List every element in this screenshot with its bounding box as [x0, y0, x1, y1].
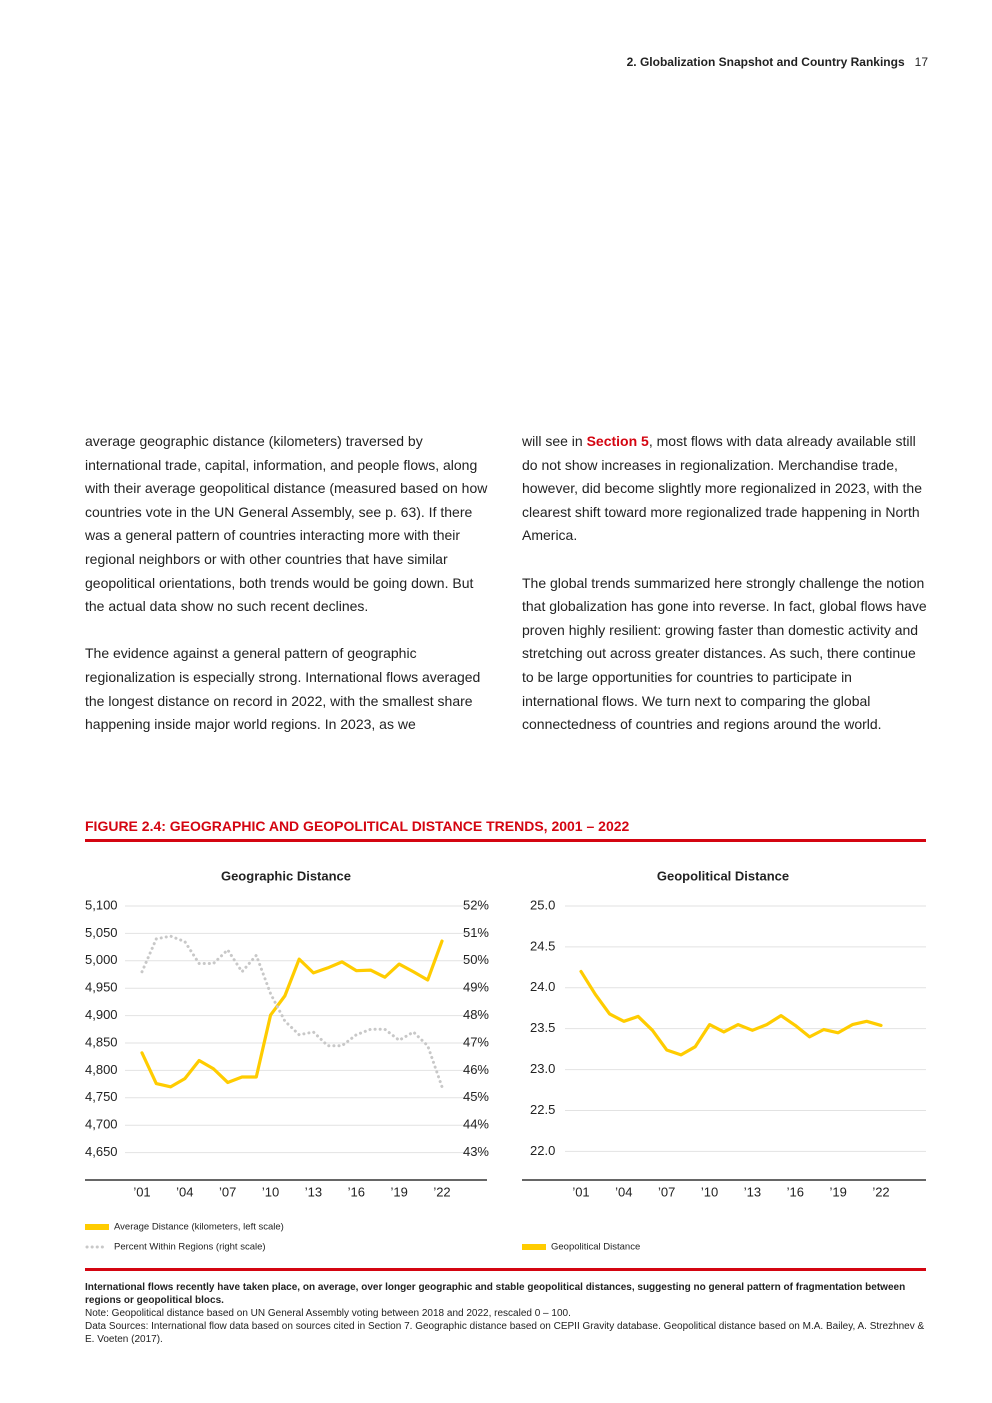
- x-tick-label: ’10: [262, 1184, 279, 1199]
- x-tick-label: ’04: [615, 1184, 632, 1199]
- text: will see in: [522, 433, 587, 449]
- y-tick-label: 24.0: [530, 979, 555, 994]
- x-tick-label: ’16: [787, 1184, 804, 1199]
- y-tick-label: 23.0: [530, 1061, 555, 1076]
- rule: [85, 839, 926, 842]
- legend-swatch: [85, 1224, 109, 1230]
- y-tick-label: 4,950: [85, 980, 118, 995]
- x-tick-label: ’04: [176, 1184, 193, 1199]
- x-tick-label: ’22: [872, 1184, 889, 1199]
- y-tick-label: 4,650: [85, 1144, 118, 1159]
- page-number: 17: [914, 55, 928, 69]
- y2-tick-label: 47%: [463, 1034, 489, 1049]
- header-section: 2. Globalization Snapshot and Country Ra…: [626, 55, 905, 69]
- link[interactable]: Section 5: [586, 433, 649, 449]
- y2-tick-label: 50%: [463, 952, 489, 967]
- series-line: [140, 939, 444, 1089]
- legend-label: Geopolitical Distance: [551, 1242, 640, 1253]
- legend-swatch: [522, 1244, 546, 1250]
- x-tick-label: ’16: [348, 1184, 365, 1199]
- x-tick-label: ’19: [390, 1184, 407, 1199]
- paragraph: will see in Section 5, most flows with d…: [522, 430, 930, 548]
- sources: Data Sources: International flow data ba…: [85, 1321, 925, 1345]
- caption: International flows recently have taken …: [85, 1282, 906, 1306]
- note: Note: Geopolitical distance based on UN …: [85, 1308, 571, 1319]
- legend-label: Percent Within Regions (right scale): [114, 1242, 266, 1253]
- y-tick-label: 23.5: [530, 1020, 555, 1035]
- left-column: average geographic distance (kilometers)…: [85, 430, 493, 760]
- x-tick-label: ’13: [305, 1184, 322, 1199]
- x-tick-label: ’10: [701, 1184, 718, 1199]
- y2-tick-label: 45%: [463, 1089, 489, 1104]
- y-tick-label: 5,100: [85, 897, 118, 912]
- legend-label: Average Distance (kilometers, left scale…: [114, 1222, 284, 1233]
- rule: [85, 1268, 926, 1271]
- x-tick-label: ’01: [133, 1184, 150, 1199]
- y2-tick-label: 51%: [463, 925, 489, 940]
- x-tick-label: ’07: [219, 1184, 236, 1199]
- y-tick-label: 4,850: [85, 1034, 118, 1049]
- y-tick-label: 24.5: [530, 938, 555, 953]
- series-line: [140, 934, 444, 1089]
- paragraph: The evidence against a general pattern o…: [85, 645, 481, 733]
- y-tick-label: 4,750: [85, 1089, 118, 1104]
- y2-tick-label: 49%: [463, 980, 489, 995]
- x-tick-label: ’01: [572, 1184, 589, 1199]
- header: 2. Globalization Snapshot and Country Ra…: [627, 55, 928, 69]
- y-tick-label: 22.0: [530, 1143, 555, 1158]
- y2-tick-label: 46%: [463, 1062, 489, 1077]
- series-line: [579, 969, 883, 1057]
- y-tick-label: 22.5: [530, 1102, 555, 1117]
- y2-tick-label: 48%: [463, 1007, 489, 1022]
- y2-tick-label: 43%: [463, 1144, 489, 1159]
- right-column: will see in Section 5, most flows with d…: [522, 430, 930, 760]
- y-tick-label: 5,000: [85, 952, 118, 967]
- text: , most flows with data already available…: [522, 433, 923, 544]
- x-tick-label: ’13: [744, 1184, 761, 1199]
- y-tick-label: 5,050: [85, 925, 118, 940]
- x-tick-label: ’19: [829, 1184, 846, 1199]
- figure-caption: International flows recently have taken …: [85, 1281, 926, 1346]
- y-tick-label: 4,700: [85, 1117, 118, 1132]
- paragraph: average geographic distance (kilometers)…: [85, 433, 488, 615]
- y-tick-label: 4,800: [85, 1062, 118, 1077]
- y2-tick-label: 52%: [463, 897, 489, 912]
- figure-title: FIGURE 2.4: GEOGRAPHIC AND GEOPOLITICAL …: [85, 818, 630, 834]
- y-tick-label: 4,900: [85, 1007, 118, 1022]
- x-tick-label: ’22: [433, 1184, 450, 1199]
- chart-title: Geographic Distance: [221, 868, 351, 883]
- chart-title: Geopolitical Distance: [657, 868, 789, 883]
- y2-tick-label: 44%: [463, 1117, 489, 1132]
- paragraph: The global trends summarized here strong…: [522, 574, 927, 733]
- y-tick-label: 25.0: [530, 897, 555, 912]
- x-tick-label: ’07: [658, 1184, 675, 1199]
